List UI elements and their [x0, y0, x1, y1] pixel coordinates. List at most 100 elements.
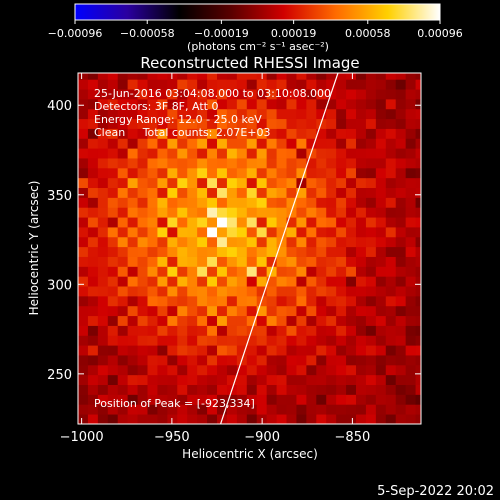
heatmap-cell [266, 384, 277, 395]
heatmap-cell [157, 384, 168, 395]
heatmap-cell [127, 325, 138, 336]
heatmap-cell [226, 187, 238, 198]
heatmap-cell [395, 89, 407, 100]
heatmap-cell [326, 158, 337, 169]
heatmap-cell [197, 108, 208, 120]
heatmap-cell [256, 384, 268, 395]
heatmap-cell [405, 394, 416, 405]
heatmap-cell [217, 217, 228, 228]
heatmap-cell [356, 187, 367, 198]
heatmap-cell [286, 197, 297, 208]
heatmap-cell [157, 315, 168, 326]
heatmap-cell [97, 325, 109, 336]
heatmap-cell [87, 266, 99, 277]
heatmap-cell [375, 305, 387, 317]
heatmap-cell [405, 295, 416, 307]
heatmap-cell [78, 355, 89, 366]
heatmap-cell [395, 315, 407, 326]
heatmap-cell [346, 394, 357, 405]
heatmap-cell [296, 148, 307, 159]
heatmap-cell [157, 118, 168, 129]
heatmap-cell [177, 266, 188, 277]
heatmap-cell [326, 236, 337, 248]
heatmap-cell [117, 138, 129, 149]
heatmap-cell [286, 158, 297, 169]
heatmap-cell [78, 187, 89, 198]
heatmap-cell [326, 335, 337, 346]
heatmap-cell [217, 227, 228, 238]
heatmap-cell [217, 158, 228, 169]
heatmap-cell [405, 187, 416, 198]
heatmap-cell [137, 177, 148, 189]
heatmap-cell [236, 89, 248, 100]
heatmap-cell [147, 187, 158, 198]
heatmap-cell [187, 73, 198, 80]
heatmap-cell [256, 315, 268, 326]
heatmap-cell [415, 394, 421, 405]
heatmap-cell [286, 286, 297, 297]
heatmap-cell [117, 89, 129, 100]
heatmap-cell [87, 384, 99, 395]
heatmap-cell [207, 414, 218, 424]
heatmap-cell [316, 167, 327, 179]
heatmap-cell [147, 364, 158, 376]
heatmap-cell [286, 256, 297, 267]
heatmap-cell [385, 364, 397, 376]
heatmap-cell [236, 256, 248, 267]
heatmap-cell [365, 73, 377, 80]
heatmap-cell [415, 167, 421, 179]
heatmap-cell [266, 197, 277, 208]
heatmap-cell [97, 148, 109, 159]
heatmap-cell [326, 118, 337, 129]
heatmap-cell [177, 73, 188, 80]
heatmap-cell [385, 227, 397, 238]
heatmap-cell [87, 394, 99, 405]
heatmap-cell [207, 315, 218, 326]
heatmap-cell [246, 335, 258, 346]
heatmap-cell [296, 158, 307, 169]
heatmap-cell [365, 266, 377, 277]
heatmap-cell [405, 79, 416, 90]
heatmap-cell [266, 236, 277, 248]
heatmap-cell [415, 315, 421, 326]
heatmap-cell [127, 217, 138, 228]
heatmap-cell [137, 286, 148, 297]
heatmap-cell [296, 236, 307, 248]
heatmap-cell [236, 414, 248, 424]
heatmap-cell [316, 266, 327, 277]
heatmap-cell [356, 384, 367, 395]
heatmap-cell [147, 286, 158, 297]
heatmap-cell [405, 364, 416, 376]
heatmap-cell [177, 217, 188, 228]
heatmap-cell [346, 177, 357, 189]
heatmap-cell [276, 187, 287, 198]
heatmap-cell [276, 177, 287, 189]
heatmap-cell [266, 246, 277, 257]
heatmap-cell [187, 108, 198, 120]
heatmap-cell [385, 276, 397, 287]
heatmap-cell [286, 246, 297, 257]
heatmap-cell [87, 345, 99, 356]
heatmap-cell [276, 364, 287, 376]
heatmap-cell [78, 394, 89, 405]
heatmap-cell [336, 197, 347, 208]
heatmap-cell [286, 335, 297, 346]
heatmap-cell [336, 158, 347, 169]
heatmap-cell [375, 158, 387, 169]
heatmap-cell [356, 414, 367, 424]
heatmap-cell [306, 256, 317, 267]
heatmap-cell [87, 187, 99, 198]
heatmap-cell [375, 315, 387, 326]
heatmap-cell [226, 364, 238, 376]
heatmap-cell [256, 246, 268, 257]
heatmap-cell [365, 374, 377, 385]
heatmap-cell [236, 295, 248, 307]
heatmap-cell [336, 89, 347, 100]
heatmap-cell [78, 335, 89, 346]
heatmap-cell [346, 89, 357, 100]
heatmap-cell [296, 364, 307, 376]
heatmap-cell [246, 266, 258, 277]
heatmap-cell [197, 384, 208, 395]
heatmap-cell [346, 158, 357, 169]
